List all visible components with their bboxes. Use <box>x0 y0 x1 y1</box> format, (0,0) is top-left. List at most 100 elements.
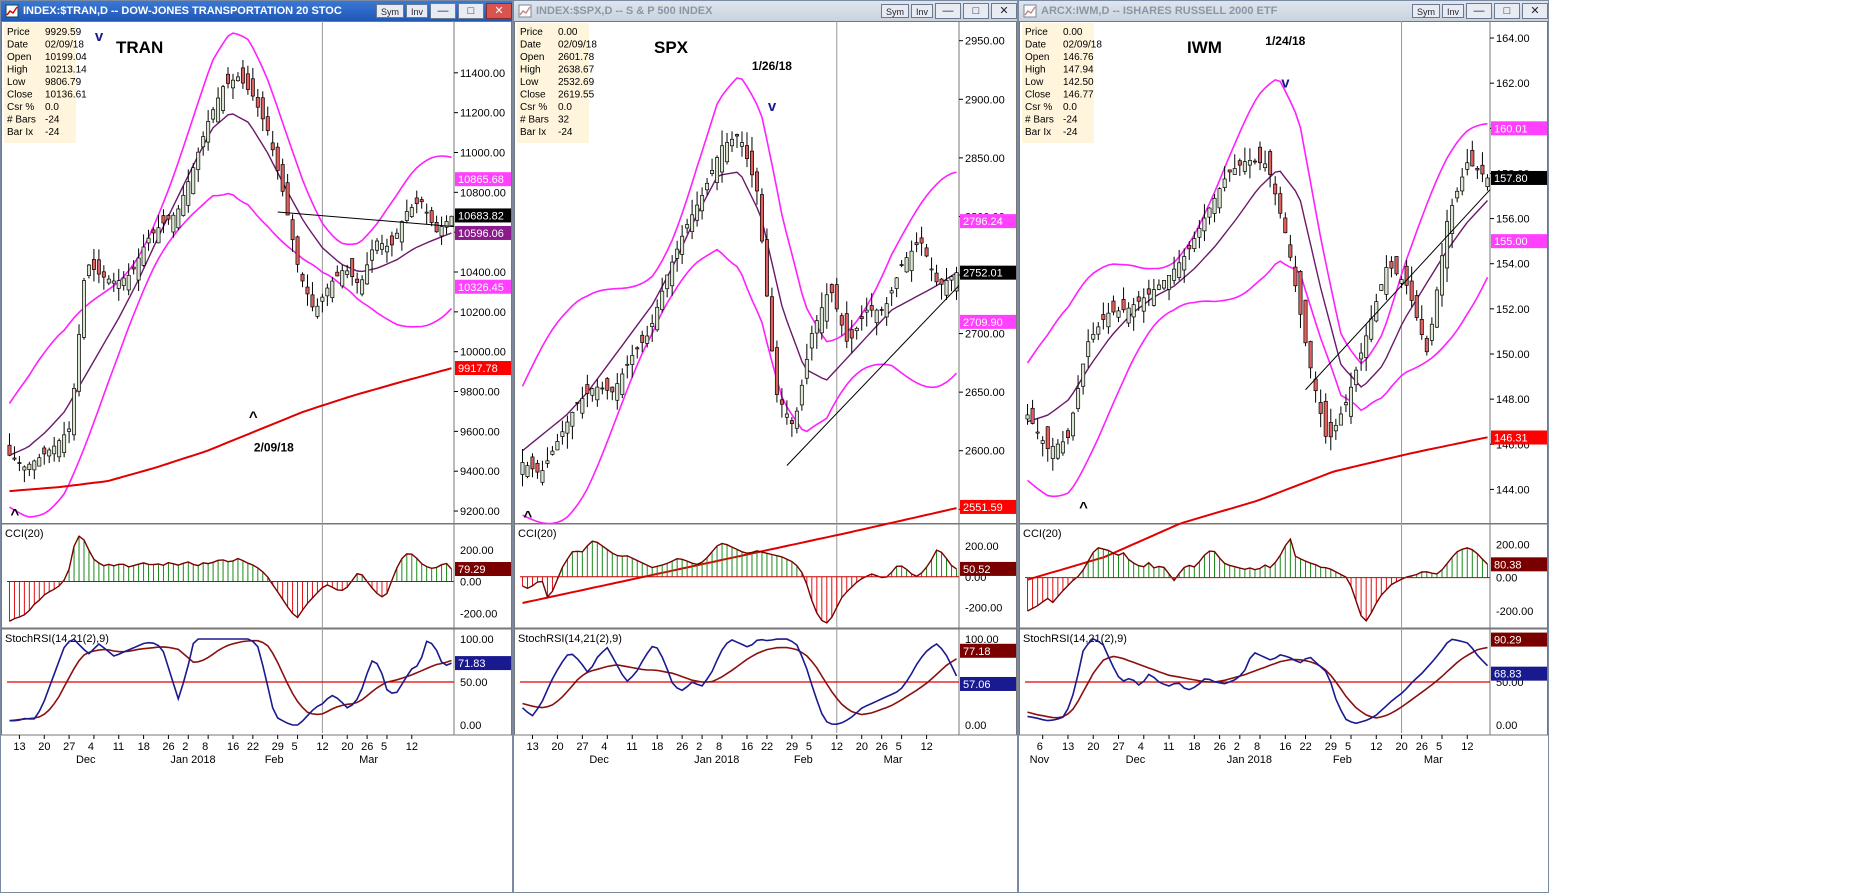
candle-body <box>156 227 161 244</box>
x-tick-label: 11 <box>626 741 637 753</box>
price-tick-label: 9400.00 <box>460 466 500 478</box>
candle-body <box>1207 207 1212 218</box>
invert-button[interactable]: Inv <box>405 4 428 18</box>
maximize-button[interactable]: □ <box>1494 3 1520 19</box>
x-tick-label: 22 <box>247 741 259 753</box>
candle-body <box>1131 304 1136 318</box>
iwm-chart-canvas[interactable]: 164.00162.00160.00158.00156.00154.00152.… <box>1019 21 1548 893</box>
candle-body <box>399 221 404 243</box>
cci-badge-label: 79.29 <box>458 564 486 576</box>
candle-body <box>1091 333 1096 340</box>
candle-body <box>300 273 305 282</box>
info-value: 2601.78 <box>558 52 595 63</box>
invert-button[interactable]: Inv <box>1441 4 1464 18</box>
candle-body <box>1050 446 1055 459</box>
price-badge <box>1491 170 1547 185</box>
candle-body <box>635 347 640 350</box>
info-value: 2638.67 <box>558 65 595 76</box>
info-value: 0.00 <box>1063 27 1083 38</box>
x-tick-label: 12 <box>1461 741 1473 753</box>
price-tick-label: 150.00 <box>1496 349 1530 361</box>
month-label: Jan 2018 <box>170 754 215 766</box>
close-button[interactable]: ✕ <box>1522 3 1548 19</box>
price-badge <box>1491 121 1547 136</box>
chart-layer[interactable]: 2950.002900.002850.002800.002750.002700.… <box>514 21 1017 766</box>
candle-body <box>355 278 360 283</box>
price-badge <box>1491 430 1547 445</box>
price-pane[interactable] <box>1019 21 1548 524</box>
minimize-button[interactable]: — <box>1466 3 1492 19</box>
stochrsi-pane[interactable] <box>514 628 1017 736</box>
x-tick-label: 20 <box>1396 741 1408 753</box>
info-label: Low <box>1025 77 1044 88</box>
candle-body <box>789 420 794 425</box>
window-titlebar[interactable]: INDEX:$SPX,D -- S & P 500 INDEX Sym Inv … <box>514 1 1017 21</box>
month-label: Nov <box>1030 754 1050 766</box>
spx-chart-canvas[interactable]: 2950.002900.002850.002800.002750.002700.… <box>514 21 1017 893</box>
maximize-button[interactable]: □ <box>963 3 989 19</box>
stochrsi-line <box>9 638 452 726</box>
candle-body <box>799 384 804 406</box>
price-badge <box>960 314 1016 329</box>
info-value: 2619.55 <box>558 90 595 101</box>
cci-pane[interactable] <box>1019 523 1548 629</box>
minimize-button[interactable]: — <box>430 3 456 19</box>
symbol-button[interactable]: Sym <box>375 4 404 18</box>
maximize-button[interactable]: □ <box>458 3 484 19</box>
candle-body <box>949 276 954 281</box>
candle-body <box>206 121 211 143</box>
candle-body <box>1263 163 1268 169</box>
invert-button[interactable]: Inv <box>910 4 933 18</box>
price-tick-label: 11000.00 <box>460 147 505 159</box>
stochrsi-pane[interactable] <box>1 628 512 736</box>
symbol-button[interactable]: Sym <box>1411 4 1440 18</box>
chart-layer[interactable]: 164.00162.00160.00158.00156.00154.00152.… <box>1019 21 1548 766</box>
chart-layer[interactable]: 11400.0011200.0011000.0010800.0010600.00… <box>1 21 512 766</box>
price-tick-label: 152.00 <box>1496 304 1530 316</box>
info-panel-bg <box>4 23 76 143</box>
cci-pane[interactable] <box>1 523 512 629</box>
tran-chart-canvas[interactable]: 11400.0011200.0011000.0010800.0010600.00… <box>1 21 512 893</box>
info-value: -24 <box>45 115 60 126</box>
price-tick-label: 156.00 <box>1496 214 1530 226</box>
x-tick-label: 11 <box>1163 741 1174 753</box>
candle-body <box>67 428 72 432</box>
spx-chart-window[interactable]: INDEX:$SPX,D -- S & P 500 INDEX Sym Inv … <box>513 0 1018 893</box>
candle-body <box>1030 407 1035 424</box>
upper-band-line <box>1026 79 1488 365</box>
minimize-button[interactable]: — <box>935 3 961 19</box>
cci-badge <box>1491 557 1547 572</box>
x-tick-label: 5 <box>292 741 298 753</box>
candle-body <box>146 237 151 244</box>
candle-body <box>1278 193 1283 214</box>
candle-body <box>814 320 819 334</box>
candle-body <box>1354 369 1359 386</box>
cci-pane[interactable] <box>514 523 1017 629</box>
candle-body <box>864 309 869 313</box>
month-label: Feb <box>1333 754 1352 766</box>
iwm-chart-window[interactable]: ARCX:IWM,D -- ISHARES RUSSELL 2000 ETF S… <box>1018 0 1549 893</box>
info-label: Open <box>7 52 31 63</box>
tran-chart-window[interactable]: INDEX:$TRAN,D -- DOW-JONES TRANSPORTATIO… <box>0 0 513 893</box>
trend-line <box>1305 189 1491 391</box>
close-button[interactable]: ✕ <box>486 3 512 19</box>
window-titlebar[interactable]: INDEX:$TRAN,D -- DOW-JONES TRANSPORTATIO… <box>1 1 512 21</box>
lower-band-line <box>1026 260 1489 498</box>
price-badge-label: 10865.68 <box>458 174 504 186</box>
info-value: -24 <box>1063 115 1078 126</box>
candle-body <box>231 79 235 89</box>
window-titlebar[interactable]: ARCX:IWM,D -- ISHARES RUSSELL 2000 ETF S… <box>1019 1 1548 21</box>
candle-body <box>615 383 620 401</box>
candle-body <box>86 264 91 276</box>
candle-body <box>620 373 625 395</box>
candle-body <box>695 204 700 221</box>
candle-body <box>315 305 320 317</box>
candle-body <box>715 157 720 183</box>
symbol-button[interactable]: Sym <box>880 4 909 18</box>
stochrsi-pane[interactable] <box>1019 628 1548 736</box>
candle-body <box>1394 256 1399 275</box>
candle-body <box>171 214 176 233</box>
info-value: 142.50 <box>1063 77 1094 88</box>
x-tick-label: 16 <box>741 741 753 753</box>
close-button[interactable]: ✕ <box>991 3 1017 19</box>
